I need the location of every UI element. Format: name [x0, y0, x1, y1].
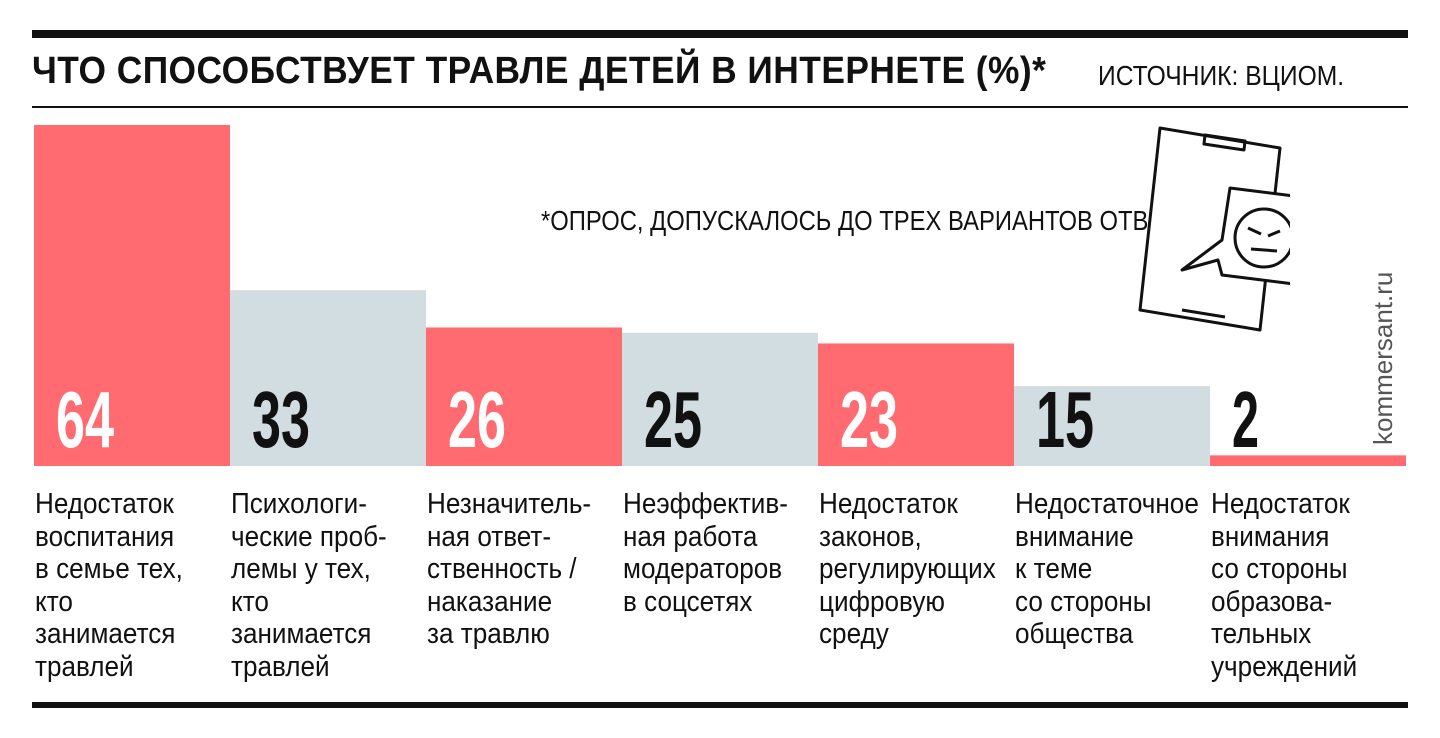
bar-3 [426, 327, 622, 466]
bar-1 [34, 125, 230, 466]
bar-5 [818, 343, 1014, 466]
chart-title: ЧТО СПОСОБСТВУЕТ ТРАВЛЕ ДЕТЕЙ В ИНТЕРНЕТ… [32, 50, 1047, 92]
bar-value-5: 23 [840, 375, 898, 464]
survey-note: *ОПРОС, ДОПУСКАЛОСЬ ДО ТРЕХ ВАРИАНТОВ ОТ… [541, 205, 1201, 236]
bar-value-3: 26 [448, 375, 506, 464]
header-rule [32, 106, 1408, 108]
bar-value-4: 25 [644, 375, 702, 464]
category-label-7: Недостаток внимания со стороны образова-… [1211, 488, 1358, 683]
category-label-6: Недостаточное внимание к теме со стороны… [1015, 488, 1199, 650]
credit-label: kommersant.ru [1368, 271, 1398, 445]
category-label-5: Недостаток законов, регулирующих цифрову… [819, 488, 996, 650]
bar-value-7: 2 [1232, 375, 1259, 464]
category-label-2: Психологи- ческие проб- лемы у тех, кто … [231, 488, 387, 683]
category-label-3: Незначитель- ная ответ- ственность / нак… [427, 488, 592, 650]
bar-2 [230, 290, 426, 466]
top-rule [32, 30, 1408, 38]
bar-value-1: 64 [56, 375, 114, 464]
bar-value-2: 33 [252, 375, 310, 464]
category-label-1: Недостаток воспитания в семье тех, кто з… [35, 488, 183, 683]
bottom-rule [32, 702, 1408, 708]
bar-7 [1210, 455, 1406, 466]
angry-phone-message-icon [1138, 126, 1290, 332]
source-label: ИСТОЧНИК: ВЦИОМ. [1098, 60, 1345, 91]
category-label-4: Неэффектив- ная работа модераторов в соц… [623, 488, 788, 618]
bar-value-6: 15 [1036, 375, 1094, 464]
bar-4 [622, 332, 818, 466]
bar-6 [1014, 386, 1210, 466]
